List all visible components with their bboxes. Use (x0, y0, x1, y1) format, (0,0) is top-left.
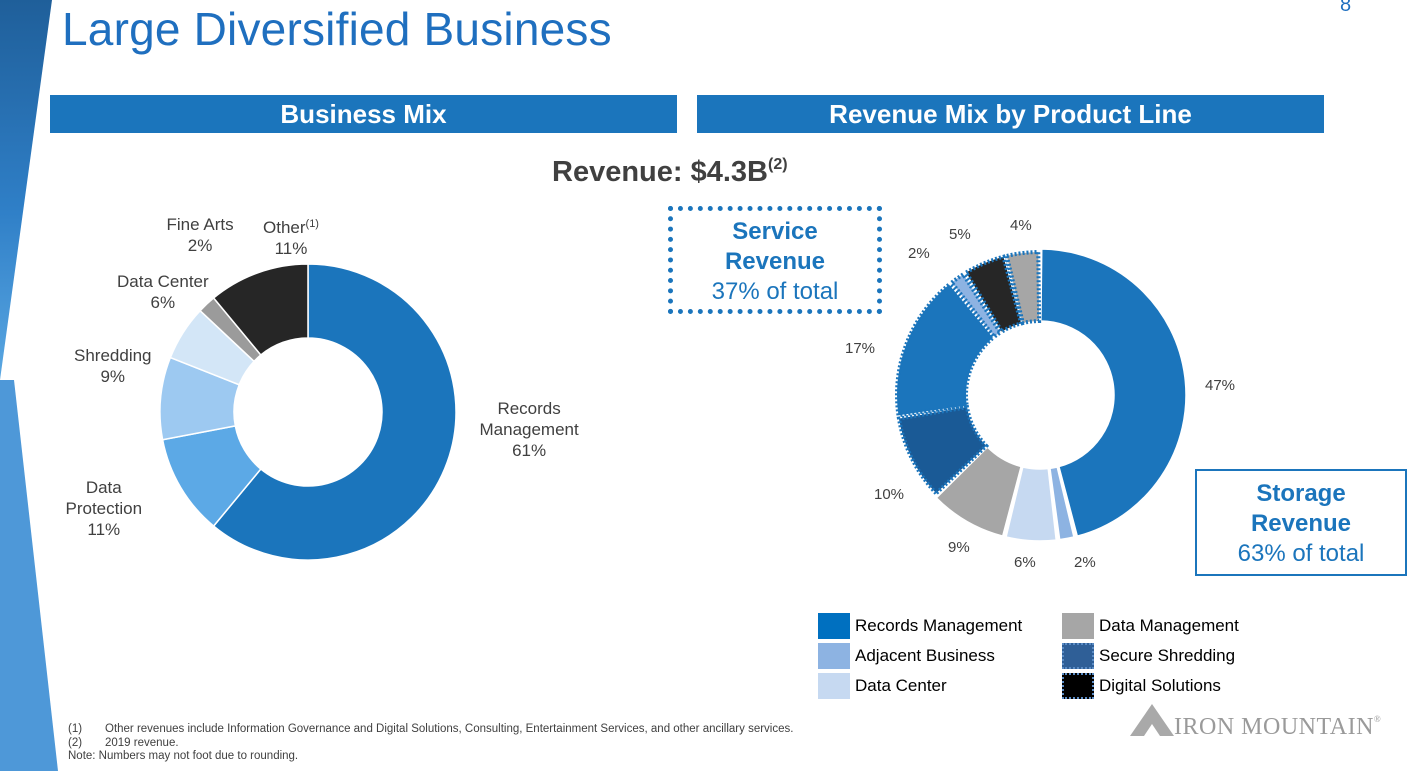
page-title: Large Diversified Business (62, 3, 612, 55)
value-label-data-management-storage: 9% (948, 539, 970, 556)
footnote-text: Note: Numbers may not foot due to roundi… (68, 750, 299, 762)
revenue-footnote-mark: (2) (768, 156, 788, 173)
service-callout-title-line1: Service (732, 218, 818, 245)
value-label-data-center-storage: 6% (1014, 554, 1036, 571)
label-data-center: Data Center 6% (117, 271, 209, 313)
storage-callout-title-line2: Revenue (1250, 510, 1352, 537)
label-shredding: Shredding 9% (74, 345, 152, 387)
slice-other (212, 263, 309, 357)
value-label: 11% (87, 520, 121, 539)
label-line: Shredding (74, 346, 152, 365)
legend-item-adjacent-business: Adjacent Business (818, 643, 1062, 669)
value-label: 61% (512, 441, 547, 460)
legend-swatch (1062, 613, 1094, 639)
slice-digital-solutions-service (963, 254, 1024, 335)
label-line: Records (497, 399, 561, 418)
revenue-mix-legend: Records Management Data Management Adjac… (818, 613, 1258, 699)
slice-secure-shredding-service (896, 404, 990, 497)
slice-shredding (159, 356, 241, 441)
label-line: Other(1) (263, 218, 319, 237)
footnote-note: Note: Numbers may not foot due to roundi… (68, 750, 793, 764)
left-decorative-stripe (0, 0, 58, 771)
label-fine-arts: Fine Arts 2% (167, 214, 234, 256)
value-label-adjacent-business-service: 2% (908, 245, 930, 262)
revenue-total-label: Revenue: $4.3B (552, 156, 768, 188)
slice-records-management-service (895, 281, 996, 418)
slice-data-center-storage (1005, 466, 1058, 542)
label-footnote-mark: (1) (305, 218, 319, 230)
slice-records-management-storage (1040, 248, 1187, 538)
value-label-secure-shredding-service: 10% (874, 486, 905, 503)
value-label: 2% (187, 236, 213, 255)
label-line: Data Center (117, 272, 209, 291)
legend-item-data-management: Data Management (1062, 613, 1258, 639)
slice-adjacent-business-storage (1049, 466, 1075, 541)
footnotes: (1) Other revenues include Information Go… (68, 723, 793, 764)
logo-registered-mark: ® (1373, 714, 1382, 724)
value-label: 9% (100, 367, 126, 386)
slice-records-management (212, 263, 457, 561)
business-mix-header: Business Mix (50, 95, 677, 133)
footnote-text: Other revenues include Information Gover… (105, 723, 794, 735)
legend-swatch (1062, 673, 1094, 699)
legend-item-data-center: Data Center (818, 673, 1062, 699)
legend-label: Records Management (855, 616, 1023, 635)
value-label-digital-solutions-service: 5% (949, 226, 971, 243)
service-callout-subtitle: 37% of total (711, 278, 839, 305)
storage-callout-title-line1: Storage (1256, 480, 1346, 507)
footnote-mark: (2) (68, 736, 83, 749)
footnote-text: 2019 revenue. (105, 736, 179, 749)
revenue-mix-header: Revenue Mix by Product Line (697, 95, 1324, 133)
legend-label: Data Center (855, 676, 947, 695)
label-line: Fine Arts (166, 215, 234, 234)
iron-mountain-logo-icon (1130, 704, 1174, 736)
legend-label: Adjacent Business (855, 646, 995, 665)
value-label-records-management-storage: 47% (1205, 377, 1236, 394)
legend-label: Data Management (1099, 616, 1239, 635)
legend-swatch (1062, 643, 1094, 669)
legend-label: Secure Shredding (1099, 646, 1236, 665)
slice-fine-arts (199, 296, 262, 363)
legend-item-records-management: Records Management (818, 613, 1062, 639)
legend-item-digital-solutions: Digital Solutions (1062, 673, 1258, 699)
slice-adjacent-business-service (948, 271, 1004, 340)
storage-callout-subtitle: 63% of total (1237, 540, 1365, 567)
legend-swatch (818, 673, 850, 699)
value-label-data-management-service: 4% (1010, 217, 1032, 234)
legend-item-secure-shredding: Secure Shredding (1062, 643, 1258, 669)
slice-data-management-service (1004, 249, 1042, 326)
storage-revenue-callout: Storage Revenue 63% of total (1195, 469, 1407, 576)
slice-data-protection (161, 424, 262, 528)
label-records-management: Records Management 61% (480, 398, 579, 461)
page-number: 8 (1340, 0, 1352, 16)
label-other: Other(1) 11% (263, 214, 319, 259)
legend-swatch (818, 613, 850, 639)
label-line: Data (85, 478, 122, 497)
value-label: 11% (274, 239, 308, 258)
footnote-mark: (1) (68, 723, 83, 735)
label-line: Management (479, 420, 579, 439)
logo-wordmark: IRON MOUNTAIN (1174, 714, 1374, 740)
slice-data-management-storage (935, 446, 1023, 538)
label-line: Protection (65, 499, 143, 518)
value-label: 6% (150, 293, 176, 312)
footnote-2: (2) 2019 revenue. (68, 737, 793, 751)
legend-swatch (818, 643, 850, 669)
service-callout-title-line2: Revenue (724, 248, 826, 275)
iron-mountain-logo-text: IRON MOUNTAIN® (1174, 714, 1381, 741)
footnote-1: (1) Other revenues include Information Go… (68, 723, 793, 737)
revenue-total: Revenue: $4.3B(2) (552, 156, 788, 189)
value-label-adjacent-business-storage: 2% (1074, 554, 1096, 571)
label-data-protection: Data Protection 11% (66, 477, 143, 540)
value-label-records-management-service: 17% (845, 340, 876, 357)
slice-data-center (169, 309, 256, 386)
service-revenue-callout: Service Revenue 37% of total (668, 206, 882, 314)
legend-label: Digital Solutions (1099, 676, 1221, 695)
